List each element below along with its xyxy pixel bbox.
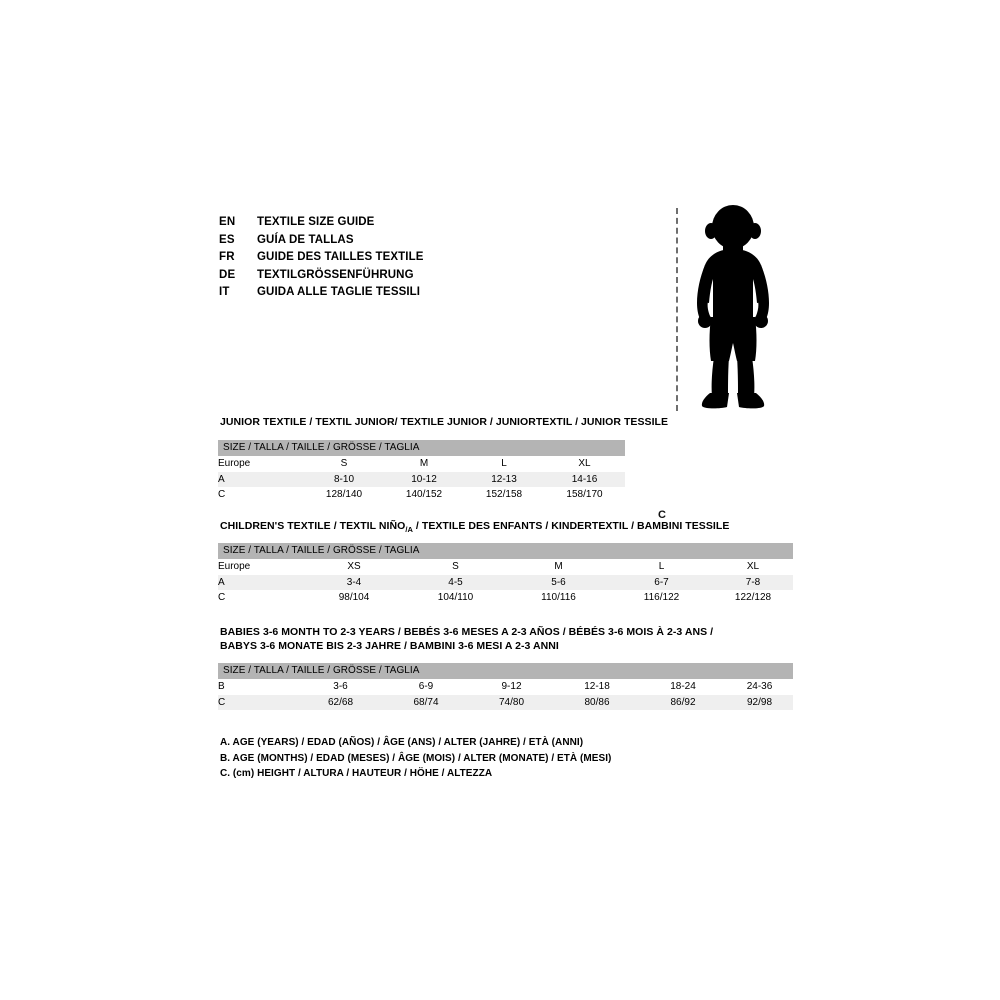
row-label: A	[218, 471, 304, 487]
heading-subscript: /A	[405, 525, 413, 535]
band-label: SIZE / TALLA / TAILLE / GRÖSSE / TAGLIA	[218, 543, 794, 559]
table-cell: 6-9	[383, 679, 469, 695]
language-title: TEXTILGRÖSSENFÜHRUNG	[257, 268, 414, 281]
table-cell: 5-6	[507, 574, 610, 590]
table-cell: 110/116	[507, 590, 610, 606]
table-cell: 3-6	[298, 679, 383, 695]
table-cell: 140/152	[384, 487, 464, 503]
section-heading-children: CHILDREN'S TEXTILE / TEXTIL NIÑO/A / TEX…	[220, 519, 729, 537]
heading-part-2: / TEXTILE DES ENFANTS / KINDERTEXTIL / B…	[412, 520, 730, 532]
row-label: Europe	[218, 456, 304, 472]
section-heading-babies-line1: BABIES 3-6 MONTH TO 2-3 YEARS / BEBÉS 3-…	[220, 626, 714, 638]
table-cell: S	[404, 559, 507, 575]
table-row: Europe XS S M L XL	[218, 559, 794, 575]
language-row: ES GUÍA DE TALLAS	[219, 234, 639, 252]
band-label: SIZE / TALLA / TAILLE / GRÖSSE / TAGLIA	[218, 663, 794, 679]
table-cell: 122/128	[713, 590, 794, 606]
row-label: B	[218, 679, 298, 695]
row-label: Europe	[218, 559, 304, 575]
table-cell: L	[610, 559, 713, 575]
row-label: C	[218, 694, 298, 710]
language-title: GUÍA DE TALLAS	[257, 233, 354, 246]
table-band-header: SIZE / TALLA / TAILLE / GRÖSSE / TAGLIA	[218, 663, 794, 679]
table-cell: 3-4	[304, 574, 404, 590]
measure-label-c: C	[658, 509, 666, 521]
table-cell: 128/140	[304, 487, 384, 503]
row-label: C	[218, 487, 304, 503]
band-label: SIZE / TALLA / TAILLE / GRÖSSE / TAGLIA	[218, 440, 625, 456]
junior-size-table: SIZE / TALLA / TAILLE / GRÖSSE / TAGLIA …	[218, 440, 625, 503]
child-silhouette-icon	[697, 205, 769, 409]
table-cell: XL	[713, 559, 794, 575]
language-row: DE TEXTILGRÖSSENFÜHRUNG	[219, 269, 639, 287]
legend-footnotes: A. AGE (YEARS) / EDAD (AÑOS) / ÂGE (ANS)…	[220, 735, 611, 782]
language-row: FR GUIDE DES TAILLES TEXTILE	[219, 251, 639, 269]
babies-size-table: SIZE / TALLA / TAILLE / GRÖSSE / TAGLIA …	[218, 663, 794, 710]
table-cell: 158/170	[544, 487, 625, 503]
table-cell: 9-12	[469, 679, 554, 695]
language-code: IT	[219, 286, 230, 298]
children-size-table: SIZE / TALLA / TAILLE / GRÖSSE / TAGLIA …	[218, 543, 794, 606]
table-cell: 14-16	[544, 471, 625, 487]
table-cell: 104/110	[404, 590, 507, 606]
table-cell: 12-13	[464, 471, 544, 487]
language-code: EN	[219, 216, 236, 228]
table-cell: L	[464, 456, 544, 472]
footnote-b: B. AGE (MONTHS) / EDAD (MESES) / ÂGE (MO…	[220, 752, 612, 764]
table-cell: 98/104	[304, 590, 404, 606]
row-label: C	[218, 590, 304, 606]
section-heading-babies-line2: BABYS 3-6 MONATE BIS 2-3 JAHRE / BAMBINI…	[220, 640, 559, 652]
table-cell: 86/92	[640, 694, 726, 710]
table-cell: XL	[544, 456, 625, 472]
table-cell: 68/74	[383, 694, 469, 710]
table-row: C 128/140 140/152 152/158 158/170	[218, 487, 625, 503]
language-row: EN TEXTILE SIZE GUIDE	[219, 216, 639, 234]
language-title: GUIDE DES TAILLES TEXTILE	[257, 251, 424, 263]
table-cell: 18-24	[640, 679, 726, 695]
table-cell: 4-5	[404, 574, 507, 590]
table-cell: XS	[304, 559, 404, 575]
table-cell: M	[507, 559, 610, 575]
table-cell: 12-18	[554, 679, 640, 695]
table-row: B 3-6 6-9 9-12 12-18 18-24 24-36	[218, 679, 794, 695]
height-figure: C	[650, 200, 810, 521]
table-row: C 62/68 68/74 74/80 80/86 86/92 92/98	[218, 694, 794, 710]
section-heading-junior: JUNIOR TEXTILE / TEXTIL JUNIOR/ TEXTILE …	[220, 416, 669, 428]
language-title: TEXTILE SIZE GUIDE	[257, 216, 375, 228]
table-cell: 62/68	[298, 694, 383, 710]
table-cell: 116/122	[610, 590, 713, 606]
table-cell: 6-7	[610, 574, 713, 590]
heading-part-1: CHILDREN'S TEXTILE / TEXTIL NIÑO	[220, 520, 406, 532]
language-code: FR	[219, 251, 235, 263]
table-cell: M	[384, 456, 464, 472]
footnote-c: C. (cm) HEIGHT / ALTURA / HAUTEUR / HÖHE…	[220, 768, 493, 779]
table-row: C 98/104 104/110 110/116 116/122 122/128	[218, 590, 794, 606]
language-row: IT GUIDA ALLE TAGLIE TESSILI	[219, 286, 639, 304]
footnote-a: A. AGE (YEARS) / EDAD (AÑOS) / ÂGE (ANS)…	[220, 737, 584, 748]
language-title: GUIDA ALLE TAGLIE TESSILI	[257, 286, 421, 298]
table-row: A 8-10 10-12 12-13 14-16	[218, 471, 625, 487]
language-code: DE	[219, 268, 236, 281]
table-cell: 74/80	[469, 694, 554, 710]
table-cell: 10-12	[384, 471, 464, 487]
table-row: Europe S M L XL	[218, 456, 625, 472]
row-label: A	[218, 574, 304, 590]
table-cell: 24-36	[726, 679, 794, 695]
table-row: A 3-4 4-5 5-6 6-7 7-8	[218, 574, 794, 590]
table-band-header: SIZE / TALLA / TAILLE / GRÖSSE / TAGLIA	[218, 440, 625, 456]
table-cell: 7-8	[713, 574, 794, 590]
table-cell: 8-10	[304, 471, 384, 487]
table-cell: 92/98	[726, 694, 794, 710]
table-band-header: SIZE / TALLA / TAILLE / GRÖSSE / TAGLIA	[218, 543, 794, 559]
height-dashed-line	[676, 208, 678, 411]
table-cell: 80/86	[554, 694, 640, 710]
language-legend: EN TEXTILE SIZE GUIDE ES GUÍA DE TALLAS …	[219, 216, 639, 304]
table-cell: 152/158	[464, 487, 544, 503]
table-cell: S	[304, 456, 384, 472]
language-code: ES	[219, 233, 235, 246]
